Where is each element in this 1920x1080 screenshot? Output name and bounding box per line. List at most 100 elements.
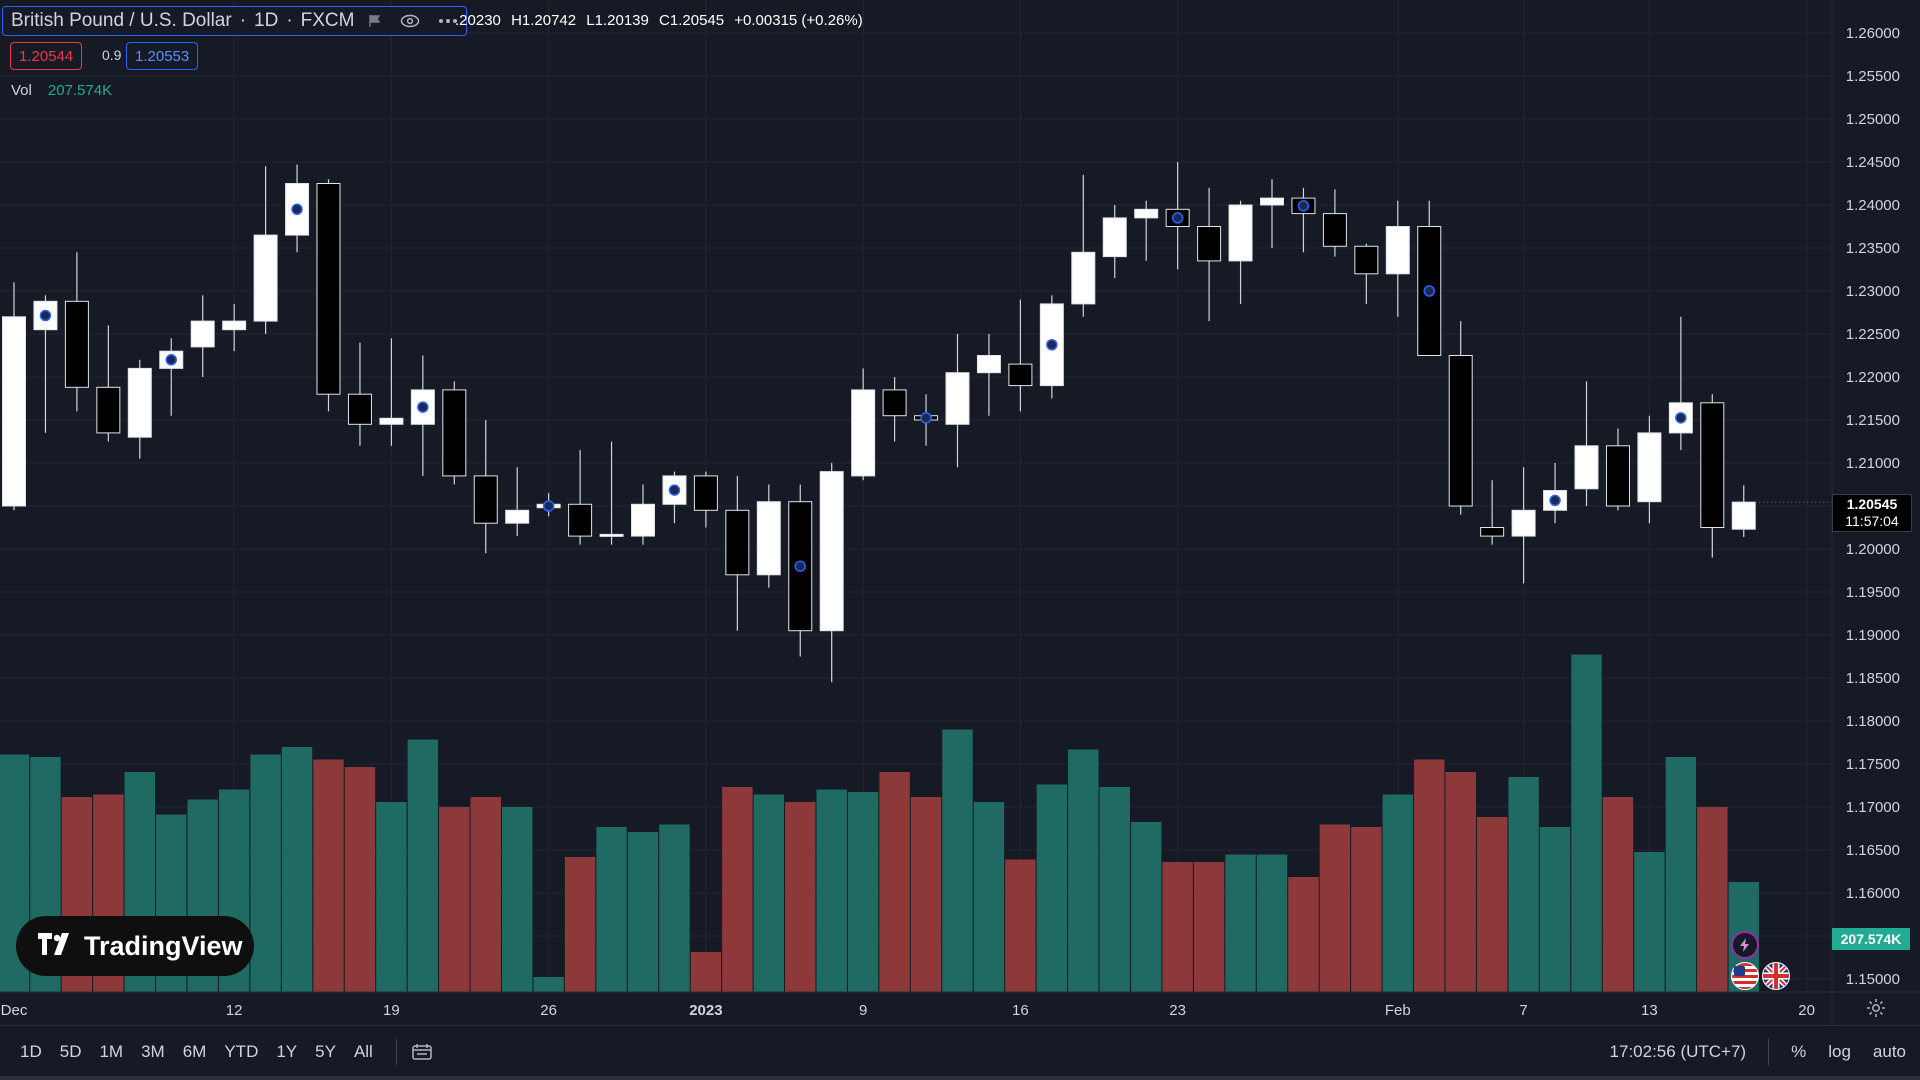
candle-body bbox=[1354, 245, 1379, 275]
clock-timezone[interactable]: 17:02:56 (UTC+7) bbox=[1609, 1042, 1747, 1061]
tradingview-logo-icon bbox=[38, 931, 74, 962]
event-marker bbox=[417, 401, 429, 413]
price-chart[interactable]: 1.150001.155001.160001.165001.170001.175… bbox=[0, 0, 1920, 1025]
range-5d-button[interactable]: 5D bbox=[59, 1042, 82, 1061]
candle-body bbox=[1731, 501, 1756, 530]
x-tick-label: 2023 bbox=[689, 1002, 722, 1019]
x-tick-label: 19 bbox=[383, 1002, 400, 1019]
candle-body bbox=[756, 501, 781, 576]
volume-bar bbox=[1319, 824, 1351, 992]
volume-bar bbox=[1571, 654, 1602, 992]
volume-label: Vol bbox=[11, 82, 32, 99]
event-marker bbox=[1675, 412, 1687, 424]
more-icon[interactable] bbox=[438, 18, 458, 24]
volume-bar bbox=[564, 857, 596, 992]
candle-body bbox=[1637, 432, 1662, 503]
candle-body bbox=[1480, 527, 1505, 537]
event-marker bbox=[920, 412, 932, 424]
candle-body bbox=[1700, 402, 1725, 528]
volume-bar bbox=[785, 802, 816, 992]
candle-body bbox=[347, 393, 372, 425]
volume-bar bbox=[1414, 759, 1445, 992]
settings-gear-icon[interactable] bbox=[1866, 998, 1886, 1018]
candle-body bbox=[316, 183, 341, 395]
volume-bar bbox=[627, 832, 659, 992]
symbol-legend[interactable]: British Pound / U.S. Dollar · 1D · FXCM bbox=[2, 6, 468, 36]
tradingview-logo[interactable]: TradingView bbox=[16, 916, 254, 976]
volume-bar bbox=[1036, 784, 1068, 992]
range-1y-button[interactable]: 1Y bbox=[276, 1042, 298, 1061]
volume-legend[interactable]: Vol 207.574K bbox=[11, 82, 112, 99]
exchange-label: FXCM bbox=[300, 10, 355, 31]
lightning-icon[interactable] bbox=[1731, 931, 1759, 959]
sell-button[interactable]: 1.20544 bbox=[10, 42, 83, 70]
date-range-icon[interactable] bbox=[411, 1043, 433, 1061]
candle-body bbox=[976, 355, 1001, 374]
candle-body bbox=[631, 503, 655, 537]
candle-body bbox=[442, 389, 467, 477]
candle-body bbox=[96, 386, 121, 434]
volume-bar bbox=[1382, 794, 1413, 992]
y-tick-label: 1.17000 bbox=[1846, 799, 1900, 816]
range-5y-button[interactable]: 5Y bbox=[315, 1042, 336, 1061]
volume-value: 207.574K bbox=[47, 82, 113, 99]
us-flag-icon[interactable] bbox=[1731, 962, 1759, 990]
x-tick-label: 13 bbox=[1641, 1002, 1658, 1019]
volume-bar bbox=[1508, 777, 1539, 992]
candle-body bbox=[693, 475, 718, 511]
y-tick-label: 1.17500 bbox=[1846, 756, 1900, 773]
percent-scale-button[interactable]: % bbox=[1791, 1042, 1807, 1061]
volume-bar bbox=[1256, 854, 1288, 992]
range-all-button[interactable]: All bbox=[353, 1042, 373, 1061]
bar-countdown: 11:57:04 bbox=[1845, 513, 1899, 529]
event-marker bbox=[1549, 494, 1561, 507]
volume-bar bbox=[1131, 822, 1162, 992]
event-marker bbox=[291, 203, 303, 216]
bottom-right-controls: 17:02:56 (UTC+7) % log auto bbox=[1610, 1026, 1906, 1078]
log-scale-button[interactable]: log bbox=[1828, 1042, 1851, 1061]
volume-bar bbox=[1288, 877, 1319, 992]
volume-bar bbox=[1068, 749, 1099, 992]
y-tick-label: 1.15000 bbox=[1846, 971, 1900, 988]
interval-label: 1D bbox=[254, 10, 279, 31]
auto-scale-button[interactable]: auto bbox=[1872, 1042, 1906, 1061]
candle-body bbox=[819, 471, 844, 632]
volume-bar bbox=[690, 952, 722, 992]
range-1m-button[interactable]: 1M bbox=[99, 1042, 124, 1061]
bottom-toolbar: 1D 5D 1M 3M 6M YTD 1Y 5Y All 17:02:56 (U… bbox=[0, 1025, 1920, 1078]
range-1d-button[interactable]: 1D bbox=[20, 1042, 42, 1061]
volume-bar bbox=[250, 754, 281, 992]
x-tick-label: 20 bbox=[1798, 1002, 1815, 1019]
candle-body bbox=[1228, 204, 1253, 262]
range-ytd-button[interactable]: YTD bbox=[224, 1042, 259, 1061]
range-3m-button[interactable]: 3M bbox=[141, 1042, 165, 1061]
eye-icon[interactable] bbox=[400, 14, 420, 28]
y-tick-label: 1.26000 bbox=[1846, 25, 1900, 42]
y-tick-label: 1.19500 bbox=[1846, 584, 1900, 601]
uk-flag-icon[interactable] bbox=[1762, 962, 1790, 990]
x-tick-label: 9 bbox=[859, 1002, 867, 1019]
candle-body bbox=[253, 234, 278, 322]
volume-bar bbox=[533, 977, 564, 992]
volume-bar bbox=[344, 767, 376, 992]
volume-bar bbox=[313, 759, 344, 992]
range-6m-button[interactable]: 6M bbox=[182, 1042, 207, 1061]
y-tick-label: 1.16000 bbox=[1846, 885, 1900, 902]
candle-body bbox=[64, 300, 89, 388]
volume-bar bbox=[1539, 827, 1571, 992]
y-tick-label: 1.21500 bbox=[1846, 412, 1900, 429]
candle-layer bbox=[2, 162, 1832, 683]
y-tick-label: 1.24500 bbox=[1846, 154, 1900, 171]
event-marker bbox=[1297, 200, 1310, 212]
toolbar-divider bbox=[1768, 1039, 1770, 1065]
volume-bar bbox=[1602, 797, 1634, 992]
buy-button[interactable]: 1.20553 bbox=[126, 42, 199, 70]
ohlc-values: .20230 H1.20742 L1.20139 C1.20545 +0.003… bbox=[455, 12, 869, 29]
separator: · bbox=[239, 10, 247, 31]
volume-bar bbox=[407, 739, 439, 992]
y-tick-label: 1.22500 bbox=[1846, 326, 1900, 343]
y-tick-label: 1.16500 bbox=[1846, 842, 1900, 859]
flag-icon[interactable] bbox=[368, 14, 382, 28]
candle-body bbox=[1008, 363, 1033, 387]
volume-bar bbox=[470, 797, 501, 992]
